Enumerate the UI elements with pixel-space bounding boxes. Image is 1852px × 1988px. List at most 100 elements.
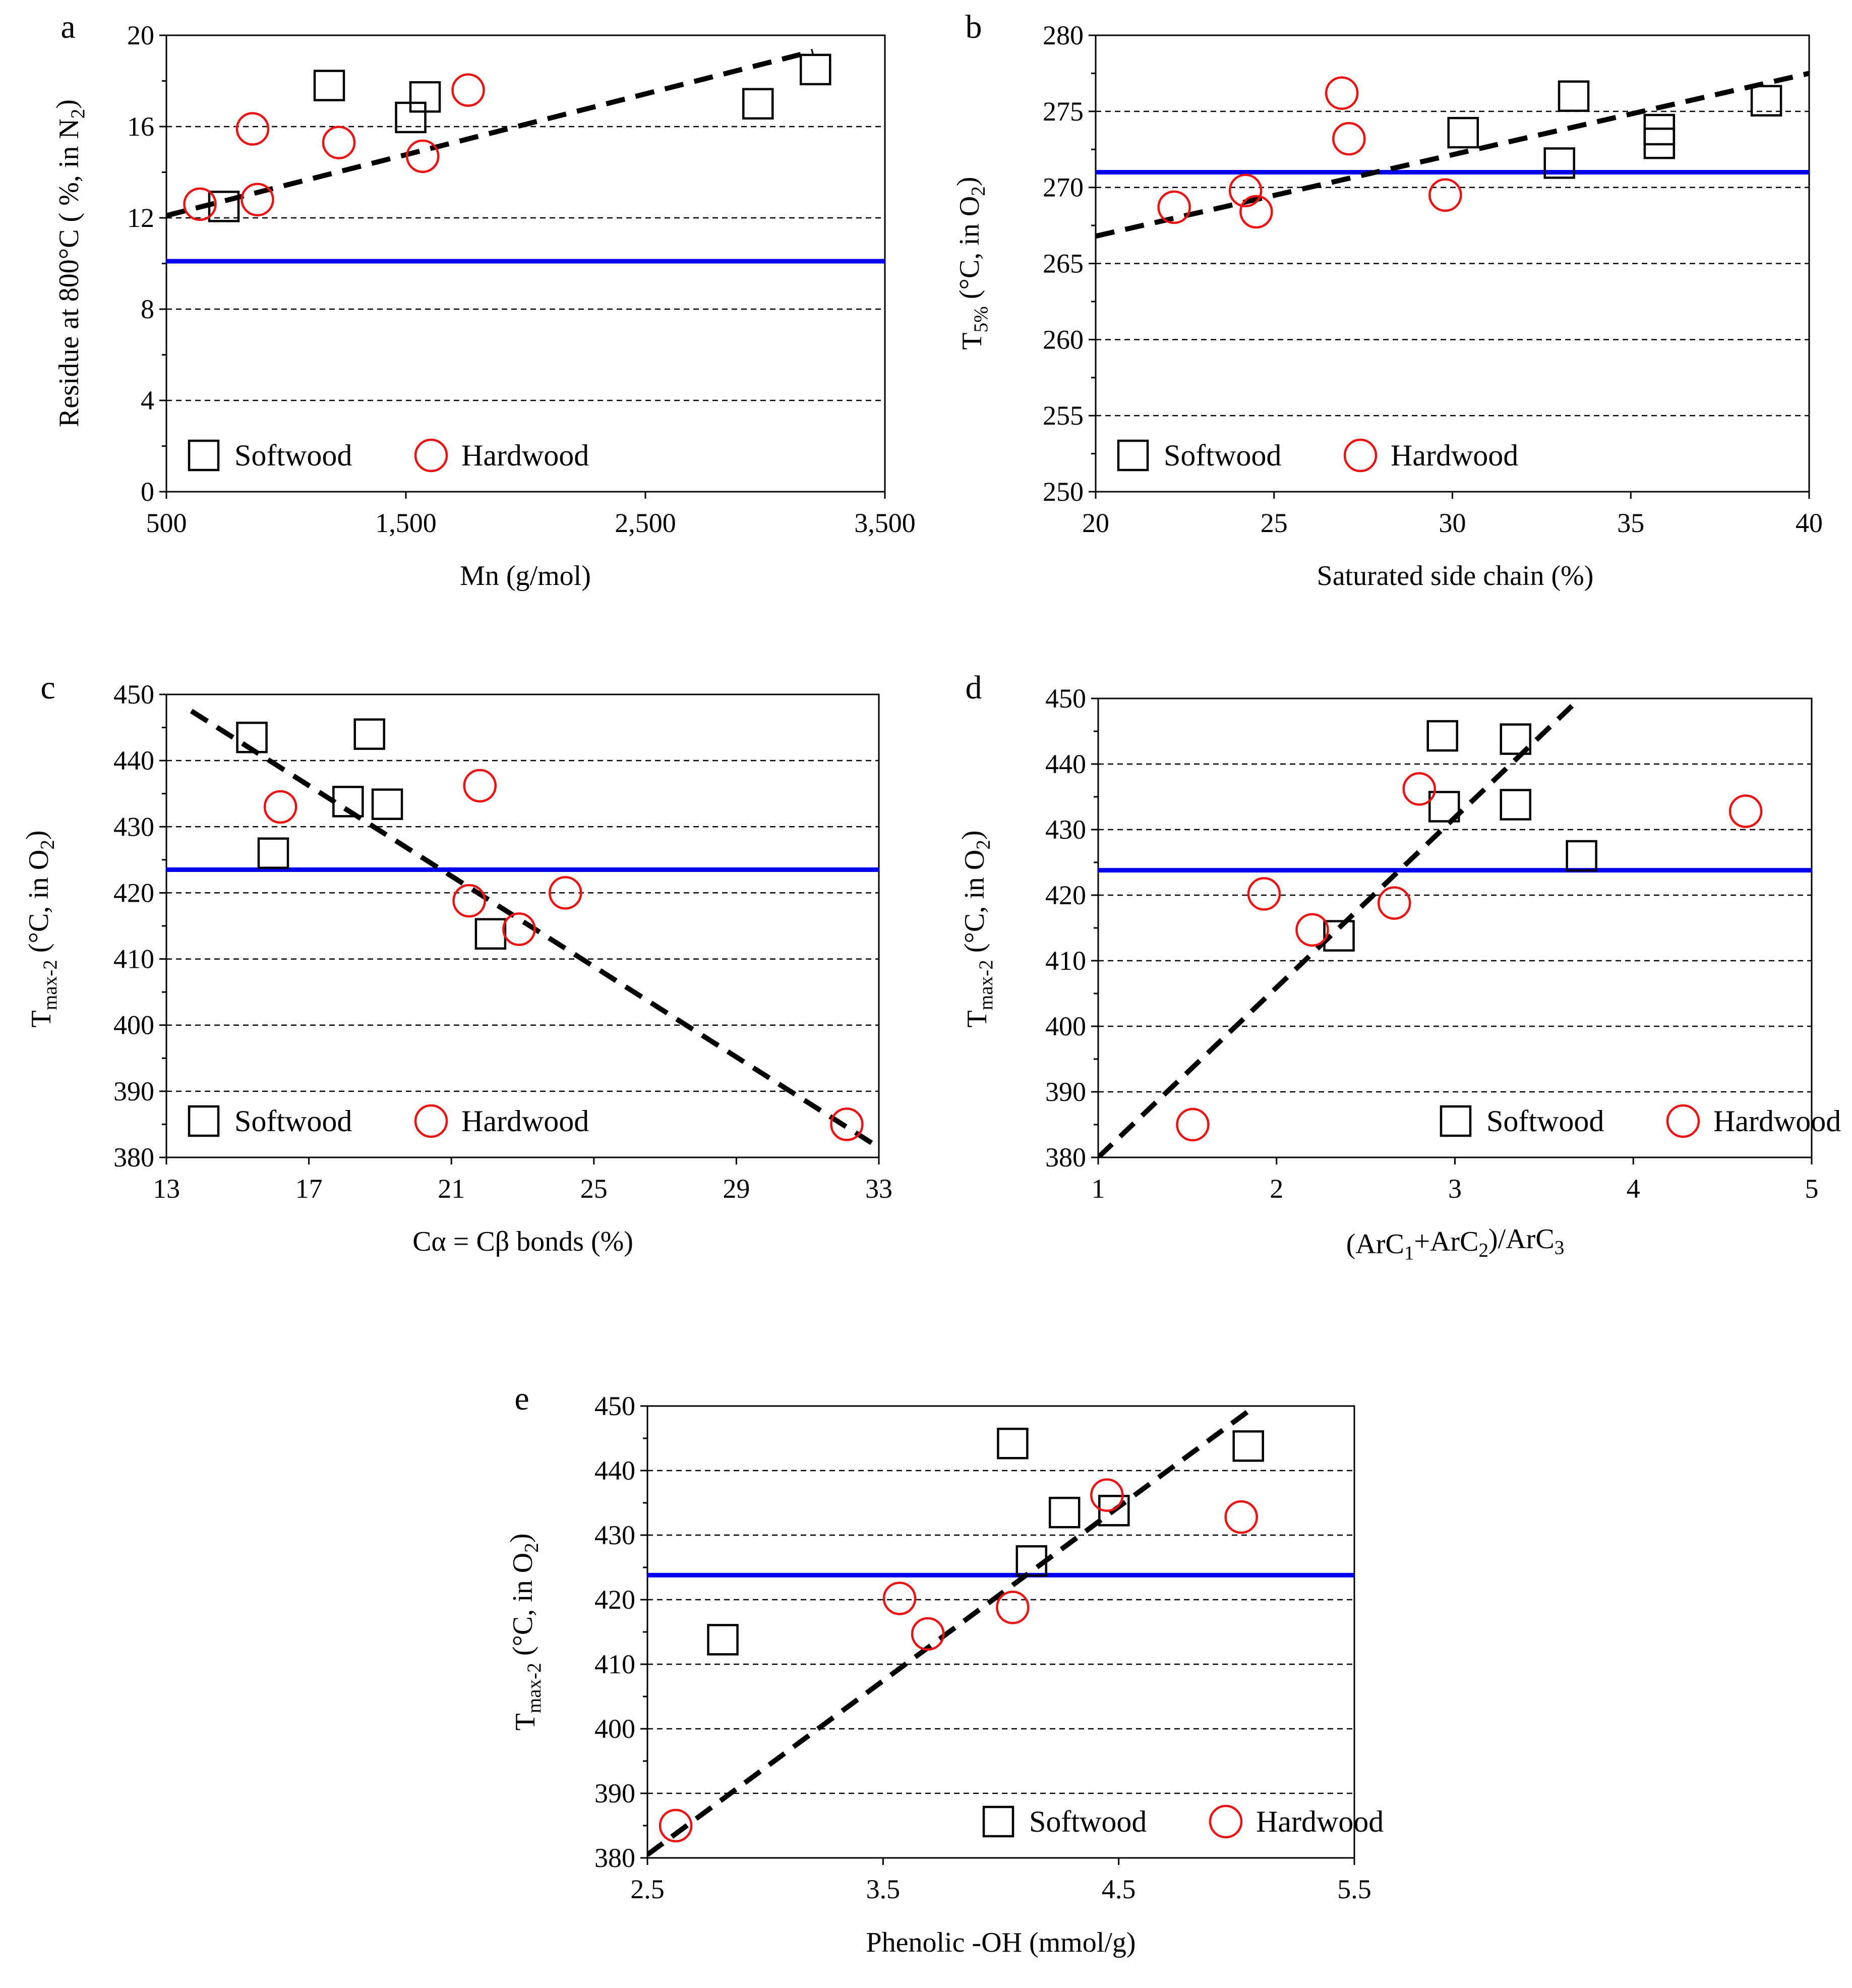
- y-axis-label-part: T: [957, 332, 988, 349]
- x-axis-label-part: +ArC: [1414, 1226, 1478, 1257]
- x-axis-label: (ArC1+ArC2)/ArC3: [1346, 1223, 1565, 1264]
- y-tick-label: 16: [127, 111, 154, 142]
- hardwood-point: [463, 769, 497, 803]
- y-tick-label: 380: [113, 1142, 154, 1173]
- x-tick-label: 40: [1796, 508, 1823, 538]
- softwood-point: [1323, 920, 1355, 952]
- y-tick-label: 0: [141, 477, 154, 507]
- x-tick-label: 21: [438, 1174, 465, 1204]
- panel-letter: c: [40, 669, 55, 706]
- y-tick-label: 380: [594, 1843, 635, 1873]
- hardwood-point: [1224, 1500, 1258, 1534]
- y-axis-label: T5% (°C, in O2): [951, 177, 992, 349]
- y-tick-label: 410: [113, 944, 154, 974]
- hardwood-point: [1157, 190, 1191, 224]
- softwood-point: [1750, 85, 1782, 116]
- plot-frame: [165, 34, 886, 493]
- legend-softwood-label: Softwood: [1486, 1104, 1604, 1138]
- softwood-point: [1500, 789, 1532, 821]
- y-tick-label: 440: [113, 745, 154, 776]
- x-tick-label: 33: [865, 1174, 892, 1204]
- hardwood-point: [1325, 76, 1359, 110]
- y-tick-label: 410: [1045, 946, 1086, 976]
- x-tick-label: 17: [295, 1174, 323, 1204]
- y-tick-label: 420: [113, 878, 154, 908]
- legend-softwood-label: Softwood: [1164, 439, 1281, 472]
- x-tick-label: 2,500: [615, 508, 676, 538]
- legend-hardwood-label: Hardwood: [461, 439, 589, 472]
- panel-letter: e: [514, 1380, 529, 1417]
- y-tick-label: 255: [1043, 400, 1084, 431]
- hardwood-point: [1247, 877, 1281, 911]
- legend-hardwood-marker: [414, 438, 448, 473]
- softwood-point: [208, 191, 240, 222]
- hardwood-point: [263, 790, 297, 824]
- softwood-point: [257, 837, 289, 869]
- softwood-point: [1428, 791, 1460, 823]
- hardwood-point: [549, 876, 582, 910]
- y-axis-label-part: (°C, in O: [954, 196, 985, 306]
- y-axis: 250 255 260 265 270 275 280: [1043, 20, 1096, 507]
- panel-letter: d: [966, 669, 982, 706]
- gridlines: [166, 126, 885, 401]
- x-tick-label: 4: [1627, 1174, 1640, 1204]
- softwood-point: [1098, 1495, 1130, 1527]
- legend: Softwood Hardwood: [188, 1104, 589, 1138]
- x-tick-label: 5.5: [1337, 1874, 1371, 1904]
- x-tick-label: 29: [723, 1174, 750, 1204]
- y-tick-label: 430: [1045, 814, 1086, 845]
- y-tick-label: 275: [1043, 96, 1084, 127]
- hardwood-point: [322, 126, 356, 159]
- x-tick-label: 2.5: [630, 1874, 665, 1904]
- hardwood-point: [451, 73, 485, 107]
- y-axis-label-part: T: [962, 1010, 993, 1027]
- x-tick-label: 500: [146, 508, 187, 538]
- y-tick-label: 420: [594, 1585, 635, 1615]
- y-tick-label: 265: [1043, 249, 1084, 279]
- series-softwood: [1447, 80, 1782, 179]
- y-axis-label-part: 2: [67, 109, 89, 119]
- hardwood-point: [1228, 173, 1263, 207]
- gridlines: [1096, 110, 1809, 417]
- legend-softwood-marker: [188, 439, 220, 472]
- softwood-point: [474, 918, 507, 950]
- y-axis: 380 390 400 410 420 430 440 450: [113, 679, 166, 1173]
- hardwood-point: [406, 139, 440, 173]
- hardwood-point: [1090, 1478, 1124, 1512]
- y-axis-label-part: T: [510, 1713, 541, 1730]
- legend-hardwood-label: Hardwood: [1391, 439, 1518, 472]
- x-tick-label: 25: [580, 1174, 608, 1204]
- legend-hardwood-label: Hardwood: [1713, 1104, 1841, 1138]
- x-axis-label-part: 1: [1404, 1242, 1414, 1264]
- series-softwood: [707, 1427, 1264, 1656]
- x-axis: 13 17 21 25 29 33: [153, 1157, 892, 1204]
- x-tick-label: 3: [1448, 1174, 1462, 1204]
- trend-line: [166, 48, 814, 218]
- series-hardwood: [183, 73, 485, 221]
- y-axis-label-part: 2: [973, 840, 994, 850]
- softwood-point: [1015, 1545, 1048, 1577]
- x-tick-label: 5: [1805, 1174, 1819, 1204]
- series-hardwood: [1157, 76, 1462, 229]
- trend-line: [1096, 71, 1809, 239]
- softwood-point: [1558, 80, 1590, 112]
- x-tick-label: 30: [1439, 508, 1466, 538]
- x-axis-label: Phenolic -OH (mmol/g): [866, 1927, 1136, 1958]
- y-tick-label: 410: [594, 1649, 635, 1679]
- chart-d: 380 390 400 410 420 430 440 450 1 2 3 4 5 Softwood Har…: [957, 669, 1841, 1264]
- series-hardwood: [263, 769, 864, 1141]
- legend-softwood-label: Softwood: [234, 1104, 352, 1138]
- legend: Softwood Hardwood: [982, 1804, 1384, 1839]
- y-tick-label: 250: [1043, 477, 1084, 507]
- y-axis-label-part: (°C, in O: [959, 850, 990, 960]
- legend-softwood-marker: [1117, 439, 1149, 472]
- y-axis-label-part: 2: [37, 840, 58, 850]
- y-axis-label-part: 2: [968, 186, 989, 196]
- hardwood-point: [1402, 772, 1436, 806]
- hardwood-point: [1176, 1107, 1210, 1142]
- hardwood-point: [911, 1617, 945, 1651]
- series-hardwood: [1176, 772, 1763, 1142]
- x-axis: 2.5 3.5 4.5 5.5: [630, 1858, 1371, 1904]
- hardwood-point: [1332, 122, 1366, 156]
- y-axis: 0 4 8 12 16 20: [127, 20, 166, 507]
